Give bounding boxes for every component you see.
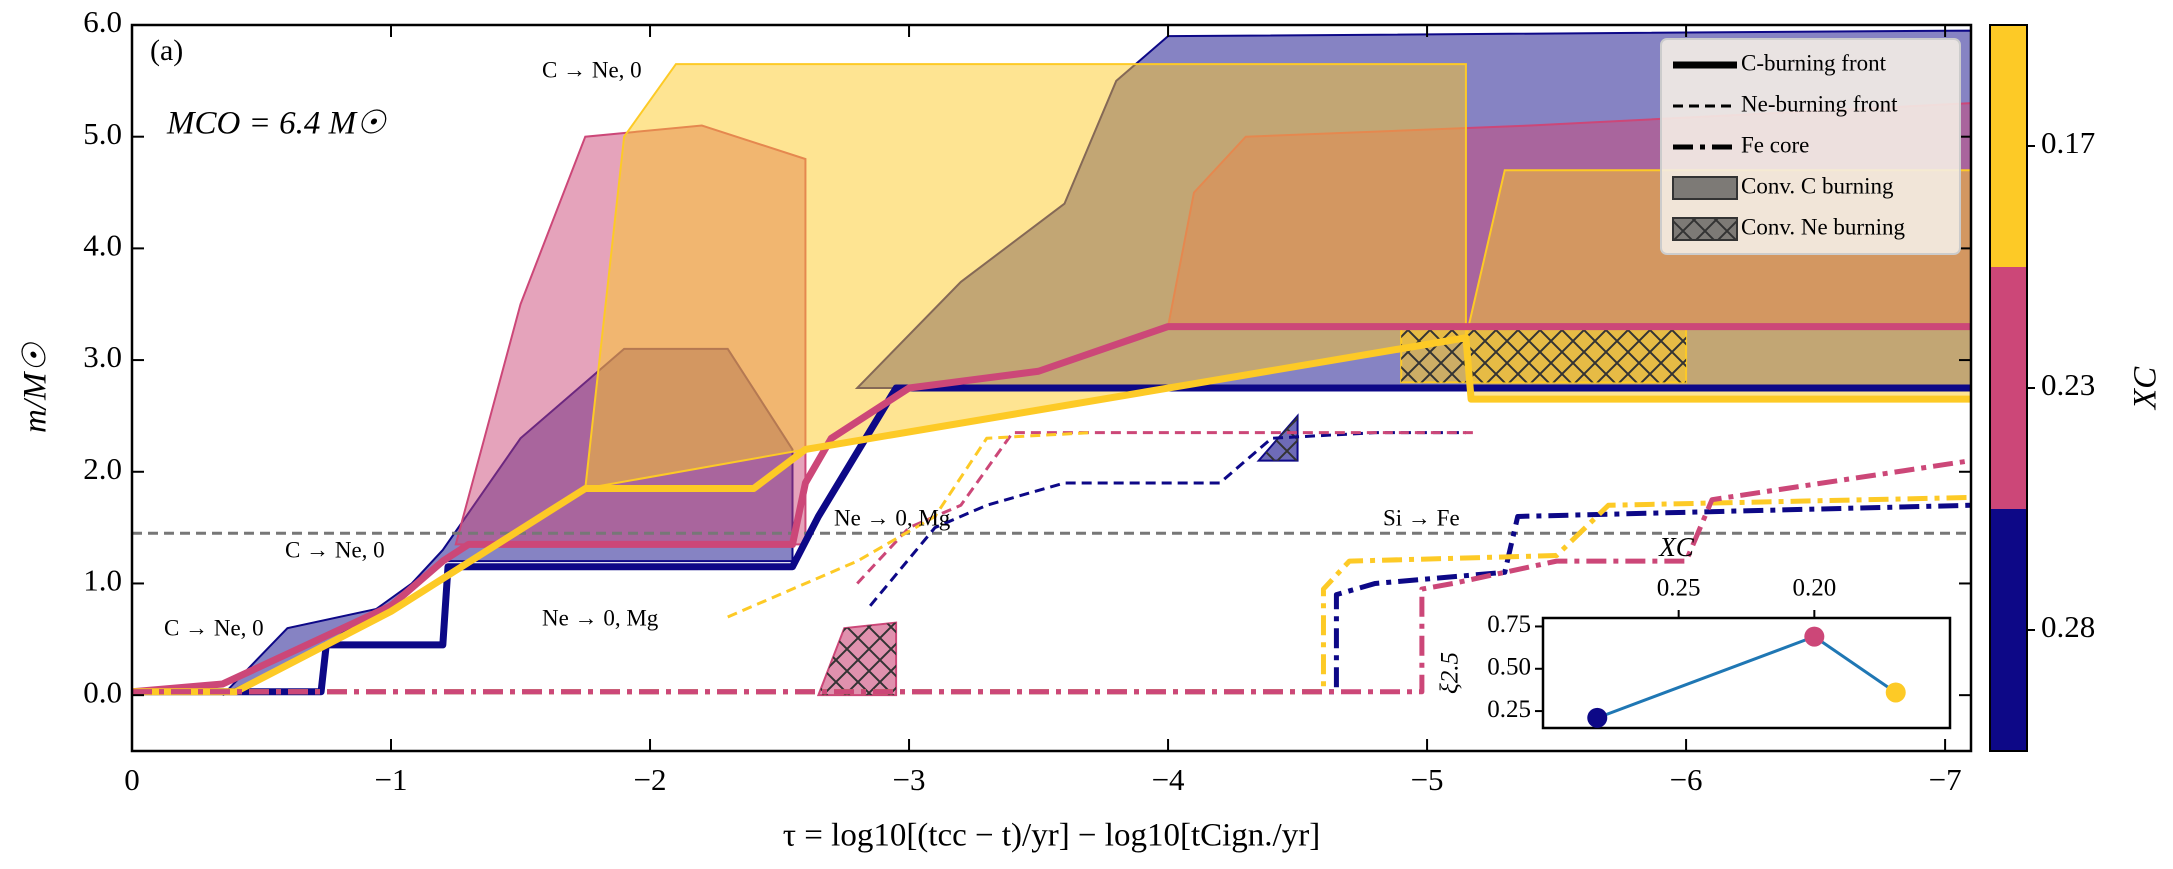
legend-label: C-burning front (1741, 50, 1887, 75)
legend-label: Fe core (1741, 132, 1809, 157)
colorbar-segment (1990, 25, 2027, 267)
legend-label: Ne-burning front (1741, 91, 1898, 116)
x-tick-label: −3 (893, 762, 926, 797)
inset-point (1587, 707, 1608, 728)
front-line (132, 334, 1971, 696)
front-line (856, 431, 1479, 585)
y-tick-label: 5.0 (83, 116, 122, 151)
plot-area (132, 29, 1971, 697)
inset-x-tick-label: 0.25 (1657, 575, 1701, 602)
x-axis-label: τ = log10[(tcc − t)/yr] − log10[tCign./y… (783, 818, 1320, 854)
x-tick-label: −4 (1152, 762, 1185, 797)
inset-y-label: ξ2.5 (1437, 652, 1464, 694)
front-line (132, 323, 1971, 696)
inset-x-label: XC (1658, 532, 1694, 562)
x-tick-label: −1 (375, 762, 408, 797)
colorbar-label: XC (2128, 366, 2164, 411)
hatch-overlay (1401, 326, 1687, 383)
hatch-overlay (818, 622, 897, 696)
inset-y-tick-label: 0.25 (1487, 696, 1531, 723)
inset-y-tick-label: 0.75 (1487, 611, 1531, 638)
legend-label: Conv. C burning (1741, 173, 1894, 198)
inset-x-tick-label: 0.20 (1792, 575, 1836, 602)
x-tick-label: −2 (634, 762, 667, 797)
x-tick-label: −5 (1411, 762, 1444, 797)
colorbar-segment (1990, 509, 2027, 751)
legend-hatch (1673, 218, 1737, 240)
annotation: C → Ne, 0 (164, 615, 264, 640)
convective-region (584, 63, 1467, 490)
front-line (132, 494, 1971, 695)
legend-box (1660, 38, 1961, 255)
inset-point (1804, 626, 1825, 647)
inset-box (1541, 616, 1952, 730)
x-tick-label: −7 (1929, 762, 1962, 797)
annotation: C → Ne, 0 (285, 537, 385, 562)
front-line (132, 384, 1971, 696)
colorbar-tick-label: 0.17 (2041, 125, 2095, 160)
subtitle: MCO = 6.4 M☉ (166, 106, 387, 142)
annotation: C → Ne, 0 (542, 57, 642, 82)
annotation: Ne → 0, Mg (834, 505, 951, 530)
legend-label: Conv. Ne burning (1741, 214, 1905, 239)
y-tick-label: 1.0 (83, 563, 122, 598)
annotation: Ne → 0, Mg (542, 605, 659, 630)
y-axis-label: m/M☉ (18, 342, 54, 433)
front-line (132, 502, 1971, 695)
y-tick-label: 2.0 (83, 451, 122, 486)
x-tick-label: 0 (124, 762, 140, 797)
y-tick-label: 0.0 (83, 674, 122, 709)
front-line (869, 431, 1466, 607)
plot-frame (130, 23, 1973, 753)
colorbar-segment (1990, 267, 2027, 509)
y-tick-label: 6.0 (83, 4, 122, 39)
front-line (727, 431, 1091, 619)
colorbar-tick-label: 0.23 (2041, 367, 2095, 402)
y-tick-label: 4.0 (83, 227, 122, 262)
annotation: Si → Fe (1383, 505, 1460, 530)
colorbar-tick-label: 0.28 (2041, 609, 2095, 644)
y-tick-label: 3.0 (83, 339, 122, 374)
inset-y-tick-label: 0.50 (1487, 654, 1531, 681)
legend-swatch (1672, 176, 1738, 200)
inset-point (1885, 682, 1906, 703)
panel-label: (a) (150, 34, 183, 67)
x-tick-label: −6 (1670, 762, 1703, 797)
